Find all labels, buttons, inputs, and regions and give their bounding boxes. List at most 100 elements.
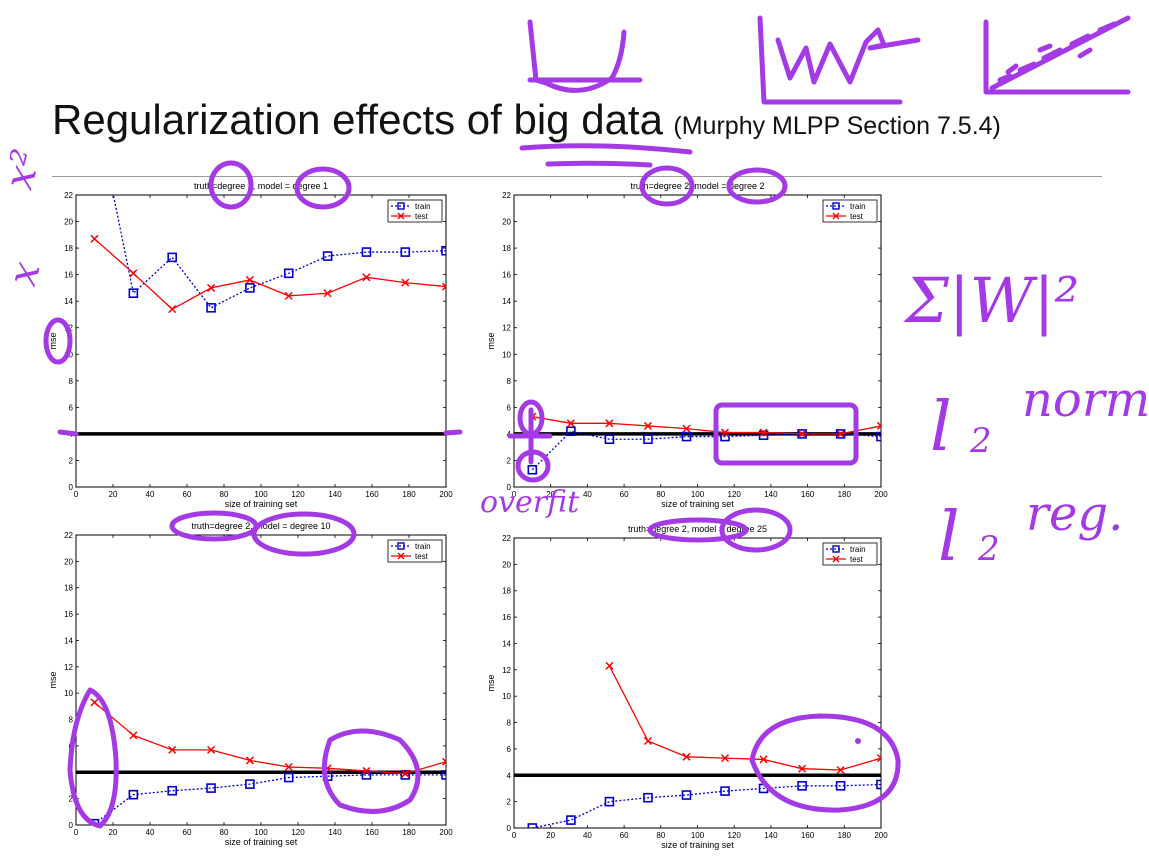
data-point-train bbox=[604, 796, 615, 807]
data-point-train bbox=[91, 98, 99, 106]
data-point-train bbox=[283, 268, 294, 279]
data-point-train bbox=[167, 785, 177, 796]
plot-frame bbox=[513, 537, 882, 829]
x-tick-label: 0 bbox=[512, 831, 517, 840]
y-tick-label: 16 bbox=[64, 271, 73, 280]
x-tick-label: 140 bbox=[328, 490, 342, 499]
x-tick-label: 160 bbox=[801, 831, 815, 840]
x-tick-label: 60 bbox=[183, 828, 192, 837]
x-tick-label: 80 bbox=[220, 490, 229, 499]
data-point-test bbox=[643, 421, 652, 430]
data-point-train bbox=[527, 823, 538, 828]
legend-marker-test bbox=[832, 555, 840, 563]
x-tick-label: 200 bbox=[439, 490, 453, 499]
x-tick-label: 100 bbox=[691, 831, 705, 840]
x-tick-label: 0 bbox=[74, 490, 79, 499]
x-tick-label: 180 bbox=[402, 828, 416, 837]
y-tick-label: 18 bbox=[502, 244, 511, 253]
legend-marker-train bbox=[832, 545, 840, 553]
data-point-test bbox=[284, 762, 293, 772]
x-tick-label: 200 bbox=[874, 831, 888, 840]
slide-subtitle: (Murphy MLPP Section 7.5.4) bbox=[673, 112, 1001, 140]
slide-main-title: Regularization effects of big data bbox=[52, 96, 663, 143]
x-tick-label: 40 bbox=[146, 490, 155, 499]
y-tick-label: 8 bbox=[507, 377, 512, 386]
data-point-test bbox=[90, 698, 99, 707]
x-axis-label: size of training set bbox=[661, 840, 734, 850]
data-point-test bbox=[401, 278, 410, 287]
y-tick-label: 16 bbox=[502, 271, 511, 280]
y-tick-label: 20 bbox=[64, 557, 73, 566]
y-tick-label: 10 bbox=[502, 692, 511, 701]
x-tick-label: 20 bbox=[546, 831, 555, 840]
x-tick-label: 0 bbox=[74, 828, 79, 837]
y-axis-label: mse bbox=[48, 332, 58, 349]
legend-label-test: test bbox=[415, 552, 429, 561]
y-tick-label: 12 bbox=[64, 663, 73, 672]
series-line-test bbox=[532, 416, 881, 435]
series-line-train bbox=[112, 195, 446, 309]
y-tick-label: 22 bbox=[64, 191, 73, 200]
y-tick-label: 14 bbox=[64, 636, 73, 645]
x-tick-label: 120 bbox=[728, 831, 742, 840]
legend-marker-train bbox=[397, 542, 405, 550]
y-tick-label: 12 bbox=[502, 666, 511, 675]
data-point-train bbox=[876, 431, 881, 442]
chart-2: 0 20 40 60 80 100 120 140 160 180 200 0 2 4 6 8 10 12 14 16… bbox=[486, 181, 888, 509]
y-tick-label: 4 bbox=[507, 430, 512, 439]
x-tick-label: 200 bbox=[874, 490, 888, 499]
data-point-train bbox=[283, 772, 294, 783]
legend-label-train: train bbox=[850, 202, 866, 211]
data-point-train bbox=[566, 426, 576, 437]
x-tick-label: 80 bbox=[656, 831, 665, 840]
data-point-test bbox=[129, 269, 138, 278]
chart-title: truth=degree 2, model = degree 25 bbox=[628, 524, 767, 534]
y-tick-label: 6 bbox=[69, 403, 74, 412]
data-point-train bbox=[245, 283, 255, 293]
legend-marker-train bbox=[397, 202, 405, 210]
y-tick-label: 4 bbox=[69, 430, 74, 439]
y-tick-label: 20 bbox=[502, 560, 511, 569]
plot-area bbox=[90, 98, 446, 314]
x-tick-label: 40 bbox=[583, 831, 592, 840]
chart-4: 0 20 40 60 80 100 120 140 160 180 200 0 2 4 6 8 10 12 14 16… bbox=[486, 524, 888, 850]
data-point-train bbox=[720, 786, 730, 796]
data-point-test bbox=[207, 745, 216, 754]
y-tick-label: 10 bbox=[64, 350, 73, 359]
data-point-train bbox=[167, 252, 177, 263]
y-axis-label: mse bbox=[486, 674, 496, 691]
x-tick-label: 40 bbox=[146, 828, 155, 837]
x-tick-label: 160 bbox=[365, 490, 379, 499]
y-tick-label: 0 bbox=[507, 483, 512, 492]
series-line-test bbox=[94, 238, 446, 310]
y-tick-label: 8 bbox=[69, 377, 74, 386]
data-point-test bbox=[207, 283, 216, 292]
x-tick-label: 60 bbox=[620, 831, 629, 840]
x-tick-label: 120 bbox=[291, 490, 305, 499]
x-tick-label: 80 bbox=[220, 828, 229, 837]
data-point-train bbox=[322, 251, 333, 261]
y-tick-label: 6 bbox=[69, 742, 74, 751]
x-tick-label: 140 bbox=[764, 831, 778, 840]
y-tick-label: 22 bbox=[502, 191, 511, 200]
data-point-test bbox=[168, 305, 177, 314]
x-tick-label: 0 bbox=[512, 490, 517, 499]
data-point-train bbox=[604, 434, 615, 445]
x-tick-label: 60 bbox=[620, 490, 629, 499]
y-tick-label: 2 bbox=[507, 798, 512, 807]
chart-3: 0 20 40 60 80 100 120 140 160 180 200 0 2 4 6 8 10 12 14 16… bbox=[48, 521, 453, 847]
y-tick-label: 20 bbox=[502, 218, 511, 227]
y-tick-label: 12 bbox=[64, 324, 73, 333]
legend-marker-test bbox=[397, 212, 405, 220]
y-tick-label: 6 bbox=[507, 745, 512, 754]
legend-marker-test bbox=[832, 212, 840, 220]
data-point-test bbox=[245, 275, 254, 284]
data-point-test bbox=[90, 234, 99, 243]
series-line-train bbox=[531, 430, 881, 471]
data-point-train bbox=[643, 792, 653, 803]
series-line-test bbox=[94, 701, 446, 775]
chart-title: truth=degree 2, model = degree 10 bbox=[191, 521, 330, 531]
x-tick-label: 100 bbox=[254, 828, 268, 837]
data-point-train bbox=[441, 770, 446, 780]
y-tick-label: 18 bbox=[64, 584, 73, 593]
